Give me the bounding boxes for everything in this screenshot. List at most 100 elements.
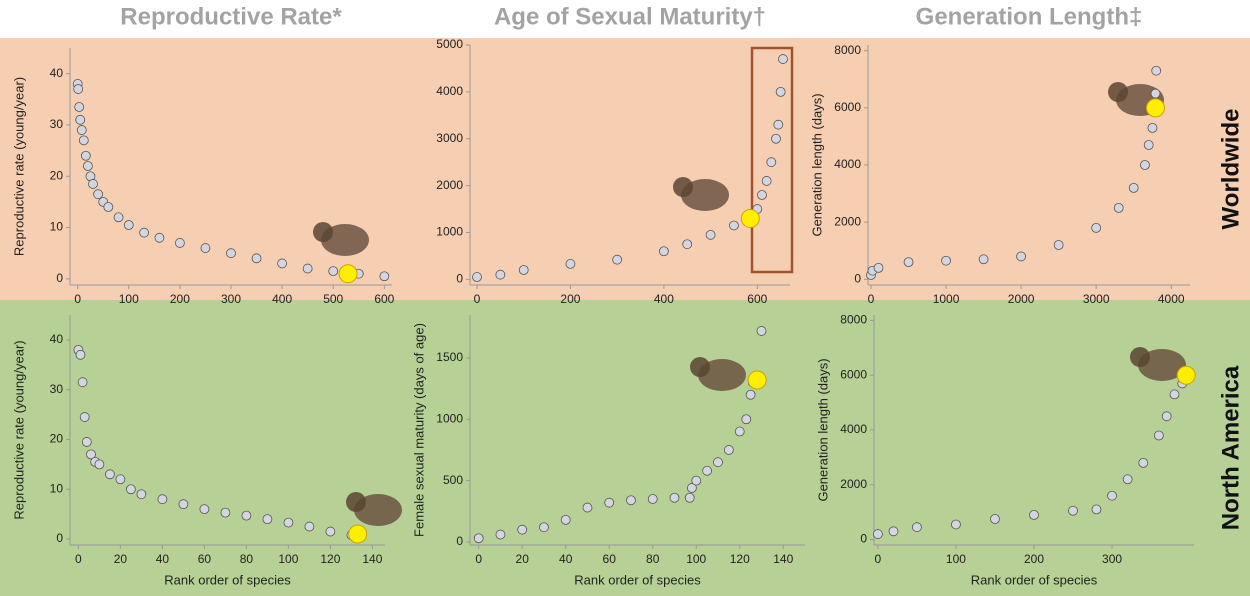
x-tick-label: 20	[114, 552, 128, 566]
point	[1092, 223, 1101, 232]
point	[942, 256, 951, 265]
point	[583, 503, 592, 512]
y-tick-label: 5000	[436, 37, 463, 51]
x-tick-label: 3000	[1083, 292, 1110, 306]
y-tick-label: 2000	[834, 214, 861, 228]
y-tick-label: 4000	[436, 84, 463, 98]
y-axis-label: Reproductive rate (young/year)	[11, 340, 26, 519]
x-tick-label: 1000	[933, 292, 960, 306]
bear-illustration	[1130, 347, 1150, 367]
point	[140, 228, 149, 237]
point	[77, 126, 86, 135]
row-label: North America	[1217, 365, 1244, 530]
y-tick-label: 0	[456, 272, 463, 286]
x-tick-label: 100	[119, 292, 139, 306]
y-tick-label: 4000	[840, 422, 867, 436]
x-tick-label: 0	[475, 552, 482, 566]
point	[742, 415, 751, 424]
point	[746, 390, 755, 399]
y-tick-label: 8000	[840, 313, 867, 327]
point	[990, 514, 999, 523]
y-tick-label: 1000	[436, 411, 463, 425]
x-tick-label: 120	[730, 552, 750, 566]
point	[979, 255, 988, 264]
highlight-point	[1177, 366, 1195, 384]
point	[158, 495, 167, 504]
y-tick-label: 10	[50, 220, 64, 234]
point	[474, 534, 483, 543]
point	[1154, 431, 1163, 440]
x-tick-label: 400	[654, 292, 674, 306]
x-tick-label: 600	[374, 292, 394, 306]
point	[1092, 505, 1101, 514]
point	[75, 102, 84, 111]
x-tick-label: 60	[198, 552, 212, 566]
point	[774, 120, 783, 129]
x-tick-label: 60	[603, 552, 617, 566]
point	[706, 230, 715, 239]
bear-illustration	[690, 357, 710, 377]
x-tick-label: 0	[875, 552, 882, 566]
y-tick-label: 6000	[840, 367, 867, 381]
point	[762, 176, 771, 185]
x-tick-label: 100	[278, 552, 298, 566]
point	[1170, 390, 1179, 399]
y-tick-label: 2000	[436, 178, 463, 192]
point	[252, 254, 261, 263]
point	[155, 233, 164, 242]
point	[105, 470, 114, 479]
x-tick-label: 100	[686, 552, 706, 566]
bear-illustration	[313, 222, 333, 242]
x-tick-label: 120	[320, 552, 340, 566]
point	[1030, 510, 1039, 519]
x-tick-label: 80	[240, 552, 254, 566]
column-title: Generation Length‡	[916, 3, 1143, 30]
worldwide-band	[0, 38, 1250, 300]
highlight-point	[741, 209, 759, 227]
point	[284, 518, 293, 527]
point	[951, 520, 960, 529]
point	[685, 493, 694, 502]
x-tick-label: 40	[156, 552, 170, 566]
y-tick-label: 3000	[436, 131, 463, 145]
point	[74, 85, 83, 94]
point	[735, 427, 744, 436]
point	[126, 485, 135, 494]
y-tick-label: 1500	[436, 350, 463, 364]
point	[278, 259, 287, 268]
y-axis-label: Female sexual maturity (days of age)	[411, 323, 426, 537]
point	[116, 475, 125, 484]
point	[873, 530, 882, 539]
y-tick-label: 0	[456, 534, 463, 548]
point	[496, 530, 505, 539]
point	[1129, 183, 1138, 192]
point	[566, 259, 575, 268]
point	[83, 161, 92, 170]
point	[874, 263, 883, 272]
point	[692, 476, 701, 485]
point	[539, 523, 548, 532]
point	[1114, 203, 1123, 212]
y-tick-label: 8000	[834, 43, 861, 57]
x-tick-label: 20	[516, 552, 530, 566]
bear-illustration	[673, 177, 693, 197]
x-axis-label: Rank order of species	[574, 572, 701, 587]
row-label: Worldwide	[1217, 109, 1244, 230]
north-america-band	[0, 300, 1250, 596]
x-axis-label: Rank order of species	[971, 572, 1098, 587]
point	[1054, 241, 1063, 250]
point	[175, 238, 184, 247]
point	[776, 87, 785, 96]
y-tick-label: 20	[50, 432, 64, 446]
point	[94, 190, 103, 199]
x-tick-label: 0	[474, 292, 481, 306]
point	[778, 55, 787, 64]
point	[659, 247, 668, 256]
y-tick-label: 40	[50, 332, 64, 346]
y-tick-label: 6000	[834, 100, 861, 114]
point	[1123, 475, 1132, 484]
point	[1152, 66, 1161, 75]
point	[1139, 458, 1148, 467]
point	[179, 500, 188, 509]
point	[95, 460, 104, 469]
